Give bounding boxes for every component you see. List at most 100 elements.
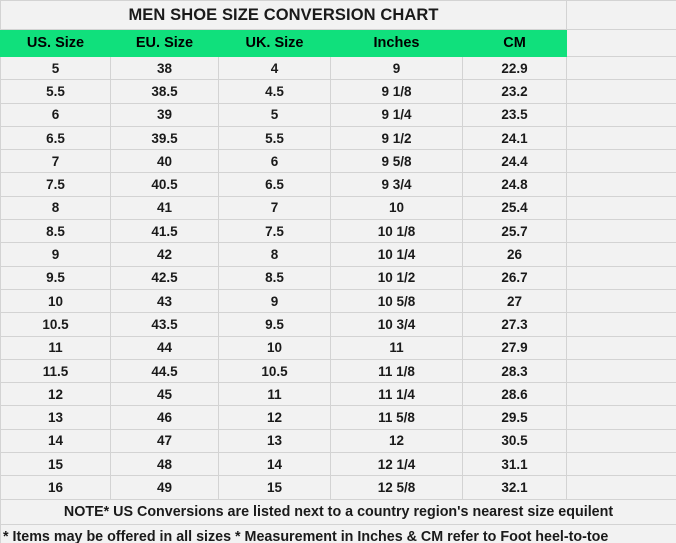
cell-inches[interactable]: 10 bbox=[330, 195, 463, 221]
column-header-uk-size[interactable]: UK. Size bbox=[218, 29, 331, 57]
cell-cm[interactable]: 25.4 bbox=[461, 195, 568, 221]
cell-inches[interactable]: 9 1/2 bbox=[330, 125, 463, 151]
empty-cell-pad[interactable] bbox=[566, 405, 676, 430]
cell-uk-size[interactable]: 9 bbox=[218, 288, 331, 314]
cell-inches[interactable]: 11 bbox=[330, 335, 463, 360]
cell-us-size[interactable]: 9 bbox=[0, 242, 111, 267]
note-text-measurement[interactable]: * Items may be offered in all sizes * Me… bbox=[0, 523, 676, 543]
cell-inches[interactable]: 12 bbox=[330, 428, 463, 454]
cell-cm[interactable]: 27.3 bbox=[461, 312, 568, 337]
cell-cm[interactable]: 30.5 bbox=[461, 428, 568, 454]
cell-us-size[interactable]: 13 bbox=[0, 405, 111, 430]
empty-cell-pad[interactable] bbox=[566, 242, 676, 267]
cell-eu-size[interactable]: 47 bbox=[110, 428, 219, 454]
cell-uk-size[interactable]: 4.5 bbox=[218, 79, 331, 104]
cell-inches[interactable]: 9 bbox=[330, 55, 463, 81]
cell-inches[interactable]: 11 1/4 bbox=[330, 382, 463, 407]
cell-eu-size[interactable]: 39.5 bbox=[110, 125, 219, 151]
cell-us-size[interactable]: 6 bbox=[0, 102, 111, 127]
cell-cm[interactable]: 23.2 bbox=[461, 79, 568, 104]
cell-cm[interactable]: 28.6 bbox=[461, 382, 568, 407]
cell-us-size[interactable]: 11 bbox=[0, 335, 111, 360]
empty-cell-pad[interactable] bbox=[566, 428, 676, 454]
note-text-conversions[interactable]: NOTE* US Conversions are listed next to … bbox=[0, 498, 676, 525]
cell-us-size[interactable]: 14 bbox=[0, 428, 111, 454]
cell-us-size[interactable]: 16 bbox=[0, 475, 111, 500]
cell-eu-size[interactable]: 41 bbox=[110, 195, 219, 221]
empty-cell-pad[interactable] bbox=[566, 382, 676, 407]
cell-us-size[interactable]: 8.5 bbox=[0, 219, 111, 244]
cell-uk-size[interactable]: 6.5 bbox=[218, 172, 331, 197]
cell-cm[interactable]: 28.3 bbox=[461, 358, 568, 384]
cell-inches[interactable]: 9 3/4 bbox=[330, 172, 463, 197]
empty-cell-pad[interactable] bbox=[566, 125, 676, 151]
empty-cell-pad[interactable] bbox=[566, 149, 676, 174]
cell-us-size[interactable]: 5.5 bbox=[0, 79, 111, 104]
column-header-inches[interactable]: Inches bbox=[330, 29, 463, 57]
empty-cell-pad[interactable] bbox=[566, 172, 676, 197]
cell-uk-size[interactable]: 11 bbox=[218, 382, 331, 407]
cell-eu-size[interactable]: 38 bbox=[110, 55, 219, 81]
cell-inches[interactable]: 10 1/8 bbox=[330, 219, 463, 244]
cell-us-size[interactable]: 15 bbox=[0, 452, 111, 477]
cell-inches[interactable]: 9 1/4 bbox=[330, 102, 463, 127]
empty-cell-pad[interactable] bbox=[566, 335, 676, 360]
cell-uk-size[interactable]: 4 bbox=[218, 55, 331, 81]
cell-uk-size[interactable]: 9.5 bbox=[218, 312, 331, 337]
cell-inches[interactable]: 10 1/2 bbox=[330, 265, 463, 290]
cell-cm[interactable]: 27 bbox=[461, 288, 568, 314]
cell-uk-size[interactable]: 8 bbox=[218, 242, 331, 267]
empty-cell-pad[interactable] bbox=[566, 265, 676, 290]
cell-eu-size[interactable]: 40 bbox=[110, 149, 219, 174]
cell-cm[interactable]: 25.7 bbox=[461, 219, 568, 244]
cell-us-size[interactable]: 7 bbox=[0, 149, 111, 174]
cell-eu-size[interactable]: 41.5 bbox=[110, 219, 219, 244]
column-header-us-size[interactable]: US. Size bbox=[0, 29, 111, 57]
cell-eu-size[interactable]: 45 bbox=[110, 382, 219, 407]
cell-cm[interactable]: 24.8 bbox=[461, 172, 568, 197]
cell-eu-size[interactable]: 48 bbox=[110, 452, 219, 477]
cell-eu-size[interactable]: 42 bbox=[110, 242, 219, 267]
cell-uk-size[interactable]: 5 bbox=[218, 102, 331, 127]
empty-cell-pad[interactable] bbox=[566, 55, 676, 81]
cell-uk-size[interactable]: 13 bbox=[218, 428, 331, 454]
empty-cell-pad[interactable] bbox=[566, 79, 676, 104]
cell-eu-size[interactable]: 40.5 bbox=[110, 172, 219, 197]
empty-cell-pad[interactable] bbox=[566, 288, 676, 314]
empty-cell-pad[interactable] bbox=[566, 195, 676, 221]
cell-eu-size[interactable]: 43.5 bbox=[110, 312, 219, 337]
cell-us-size[interactable]: 11.5 bbox=[0, 358, 111, 384]
cell-inches[interactable]: 12 5/8 bbox=[330, 475, 463, 500]
cell-eu-size[interactable]: 44.5 bbox=[110, 358, 219, 384]
cell-us-size[interactable]: 10 bbox=[0, 288, 111, 314]
cell-us-size[interactable]: 8 bbox=[0, 195, 111, 221]
cell-uk-size[interactable]: 14 bbox=[218, 452, 331, 477]
cell-eu-size[interactable]: 49 bbox=[110, 475, 219, 500]
cell-eu-size[interactable]: 44 bbox=[110, 335, 219, 360]
empty-cell-pad[interactable] bbox=[566, 358, 676, 384]
cell-uk-size[interactable]: 12 bbox=[218, 405, 331, 430]
cell-eu-size[interactable]: 43 bbox=[110, 288, 219, 314]
cell-eu-size[interactable]: 38.5 bbox=[110, 79, 219, 104]
cell-eu-size[interactable]: 39 bbox=[110, 102, 219, 127]
cell-uk-size[interactable]: 10 bbox=[218, 335, 331, 360]
cell-cm[interactable]: 26 bbox=[461, 242, 568, 267]
cell-uk-size[interactable]: 10.5 bbox=[218, 358, 331, 384]
cell-inches[interactable]: 11 5/8 bbox=[330, 405, 463, 430]
cell-eu-size[interactable]: 42.5 bbox=[110, 265, 219, 290]
cell-inches[interactable]: 10 1/4 bbox=[330, 242, 463, 267]
cell-eu-size[interactable]: 46 bbox=[110, 405, 219, 430]
empty-cell-pad[interactable] bbox=[566, 475, 676, 500]
cell-cm[interactable]: 31.1 bbox=[461, 452, 568, 477]
cell-uk-size[interactable]: 15 bbox=[218, 475, 331, 500]
cell-uk-size[interactable]: 6 bbox=[218, 149, 331, 174]
cell-cm[interactable]: 26.7 bbox=[461, 265, 568, 290]
empty-cell-header-pad[interactable] bbox=[566, 29, 676, 57]
cell-cm[interactable]: 24.1 bbox=[461, 125, 568, 151]
cell-uk-size[interactable]: 8.5 bbox=[218, 265, 331, 290]
empty-cell-pad[interactable] bbox=[566, 102, 676, 127]
cell-cm[interactable]: 29.5 bbox=[461, 405, 568, 430]
cell-inches[interactable]: 11 1/8 bbox=[330, 358, 463, 384]
empty-cell-pad[interactable] bbox=[566, 219, 676, 244]
cell-inches[interactable]: 10 3/4 bbox=[330, 312, 463, 337]
